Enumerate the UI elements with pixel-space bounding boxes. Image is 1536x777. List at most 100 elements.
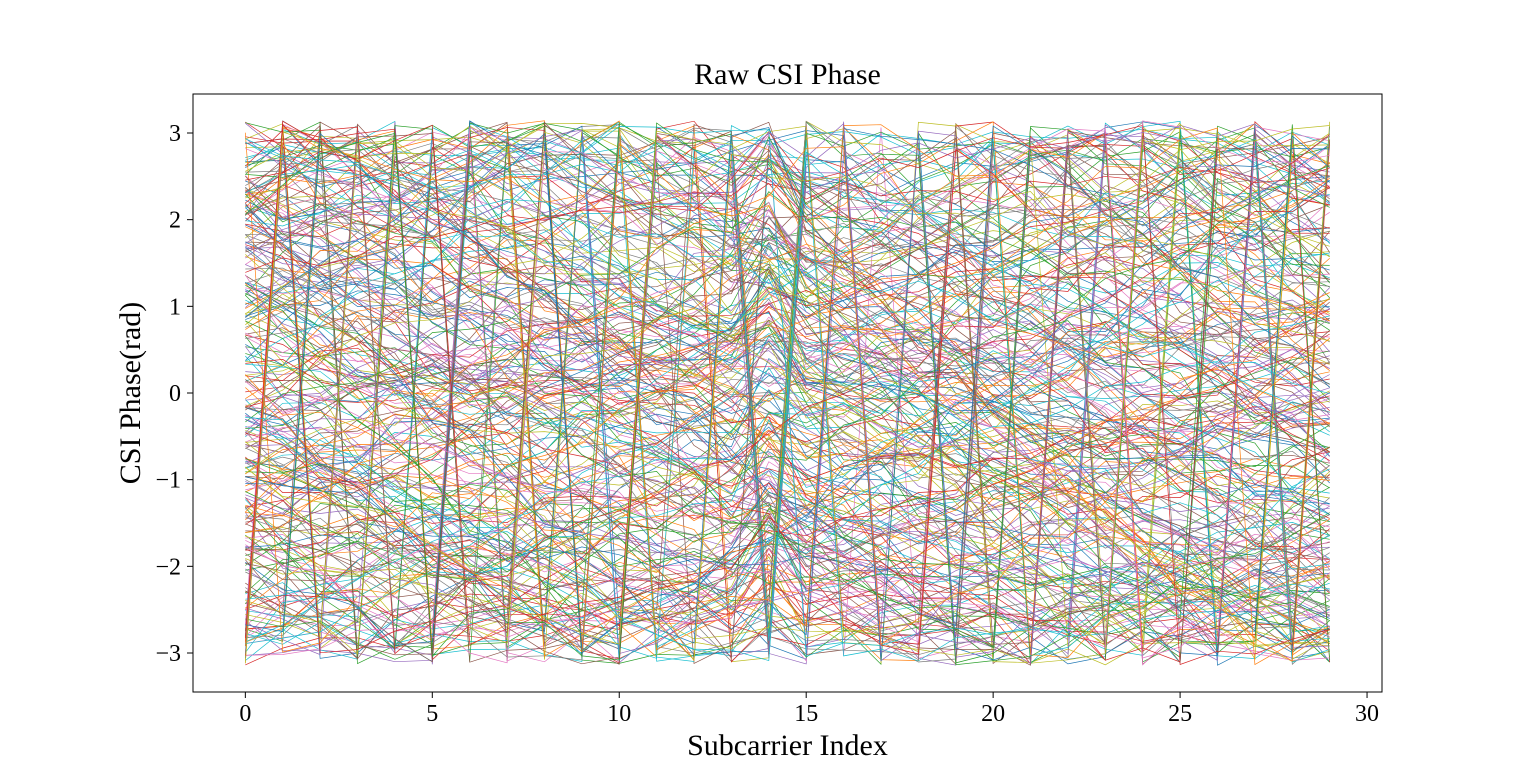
series-line: [245, 553, 1330, 652]
series-line: [245, 120, 1330, 651]
series-line: [244, 126, 1330, 647]
series-line: [245, 139, 1330, 661]
series-line: [245, 139, 1330, 647]
y-axis-label: CSI Phase(rad): [114, 302, 147, 484]
series-line: [245, 315, 1330, 644]
series-line: [245, 125, 1330, 653]
series-line: [245, 189, 1330, 479]
x-tick-label: 15: [794, 701, 818, 727]
y-tick-label: 0: [169, 381, 181, 407]
series-line: [245, 125, 1330, 474]
series-line: [245, 127, 1330, 666]
series-line: [245, 124, 1330, 660]
series-line: [245, 130, 1330, 645]
series-line: [245, 313, 1330, 642]
series-line: [245, 148, 1330, 485]
series-line: [245, 121, 1330, 665]
series-line: [245, 360, 1330, 648]
series-line: [245, 452, 1330, 564]
x-tick-label: 5: [426, 701, 438, 727]
series-line: [244, 120, 1330, 654]
series-line: [245, 120, 1330, 648]
series-line: [245, 604, 1330, 639]
chart-title: Raw CSI Phase: [694, 58, 881, 91]
series-line: [245, 139, 1331, 660]
series-line: [245, 123, 1330, 648]
x-axis-label: Subcarrier Index: [687, 729, 888, 762]
series-line: [245, 121, 1331, 655]
series-line: [245, 252, 1330, 600]
series-line: [245, 135, 1330, 665]
series-line: [245, 246, 1330, 399]
series-line: [245, 133, 1330, 643]
series-line: [245, 128, 1330, 659]
series-line: [245, 138, 1330, 364]
x-tick-label: 0: [239, 701, 251, 727]
x-tick-label: 20: [981, 701, 1005, 727]
series-line: [245, 125, 1330, 658]
series-line: [244, 131, 1330, 664]
series-line: [245, 142, 1330, 570]
series-line: [245, 317, 1330, 388]
series-line: [245, 122, 1330, 653]
series-line: [245, 458, 1330, 621]
series-line: [245, 130, 1330, 645]
series-line: [245, 136, 1330, 665]
x-tick-label: 30: [1355, 701, 1379, 727]
series-line: [245, 128, 1330, 167]
series-line: [245, 122, 1330, 661]
series-line: [245, 120, 1330, 640]
series-line: [245, 145, 1330, 637]
series-line: [245, 458, 1330, 580]
series-line: [245, 245, 1330, 549]
series-line: [245, 134, 1330, 664]
y-axis: −3 −2 −1 0 1 2 3: [155, 121, 193, 667]
series-line: [245, 120, 1330, 644]
series-line: [245, 125, 1330, 660]
series-line: [245, 518, 1330, 644]
y-tick-label: 1: [169, 294, 181, 320]
series-line: [244, 123, 1330, 659]
series-line: [245, 121, 1330, 666]
series-line: [245, 131, 1331, 643]
series-line: [245, 130, 1330, 655]
y-tick-label: −3: [155, 641, 181, 667]
series-line: [245, 366, 1330, 469]
series-line: [245, 151, 1330, 662]
series-line: [245, 241, 1330, 643]
series-line: [245, 121, 1330, 649]
series-line: [245, 419, 1330, 493]
series-line: [245, 138, 1330, 663]
series-line: [245, 132, 1330, 646]
y-tick-label: 2: [169, 208, 181, 234]
series-line: [245, 418, 1330, 501]
series-line: [245, 125, 1330, 638]
series-line: [245, 123, 1330, 656]
series-line: [245, 141, 1331, 662]
series-line: [245, 363, 1330, 642]
series-line: [245, 182, 1330, 326]
series-line: [245, 232, 1330, 464]
series-line: [245, 135, 1330, 666]
series-line: [245, 308, 1330, 401]
x-tick-label: 10: [607, 701, 631, 727]
series-line: [245, 125, 1330, 633]
series-line: [245, 129, 1330, 655]
series-line: [245, 136, 1330, 647]
series-line: [245, 131, 1330, 664]
series-line: [245, 124, 1330, 645]
series-line: [245, 195, 1330, 365]
series-line: [245, 140, 1330, 665]
series-line: [245, 130, 1330, 660]
series-line: [245, 540, 1330, 608]
series-line: [245, 135, 1330, 659]
series-line: [245, 128, 1330, 644]
series-line: [245, 126, 1330, 657]
y-tick-label: 3: [169, 121, 181, 147]
series-line: [245, 130, 1330, 622]
y-tick-label: −2: [155, 554, 181, 580]
series-line: [245, 132, 1330, 658]
series-line: [245, 130, 1330, 650]
series-line: [245, 139, 1330, 657]
